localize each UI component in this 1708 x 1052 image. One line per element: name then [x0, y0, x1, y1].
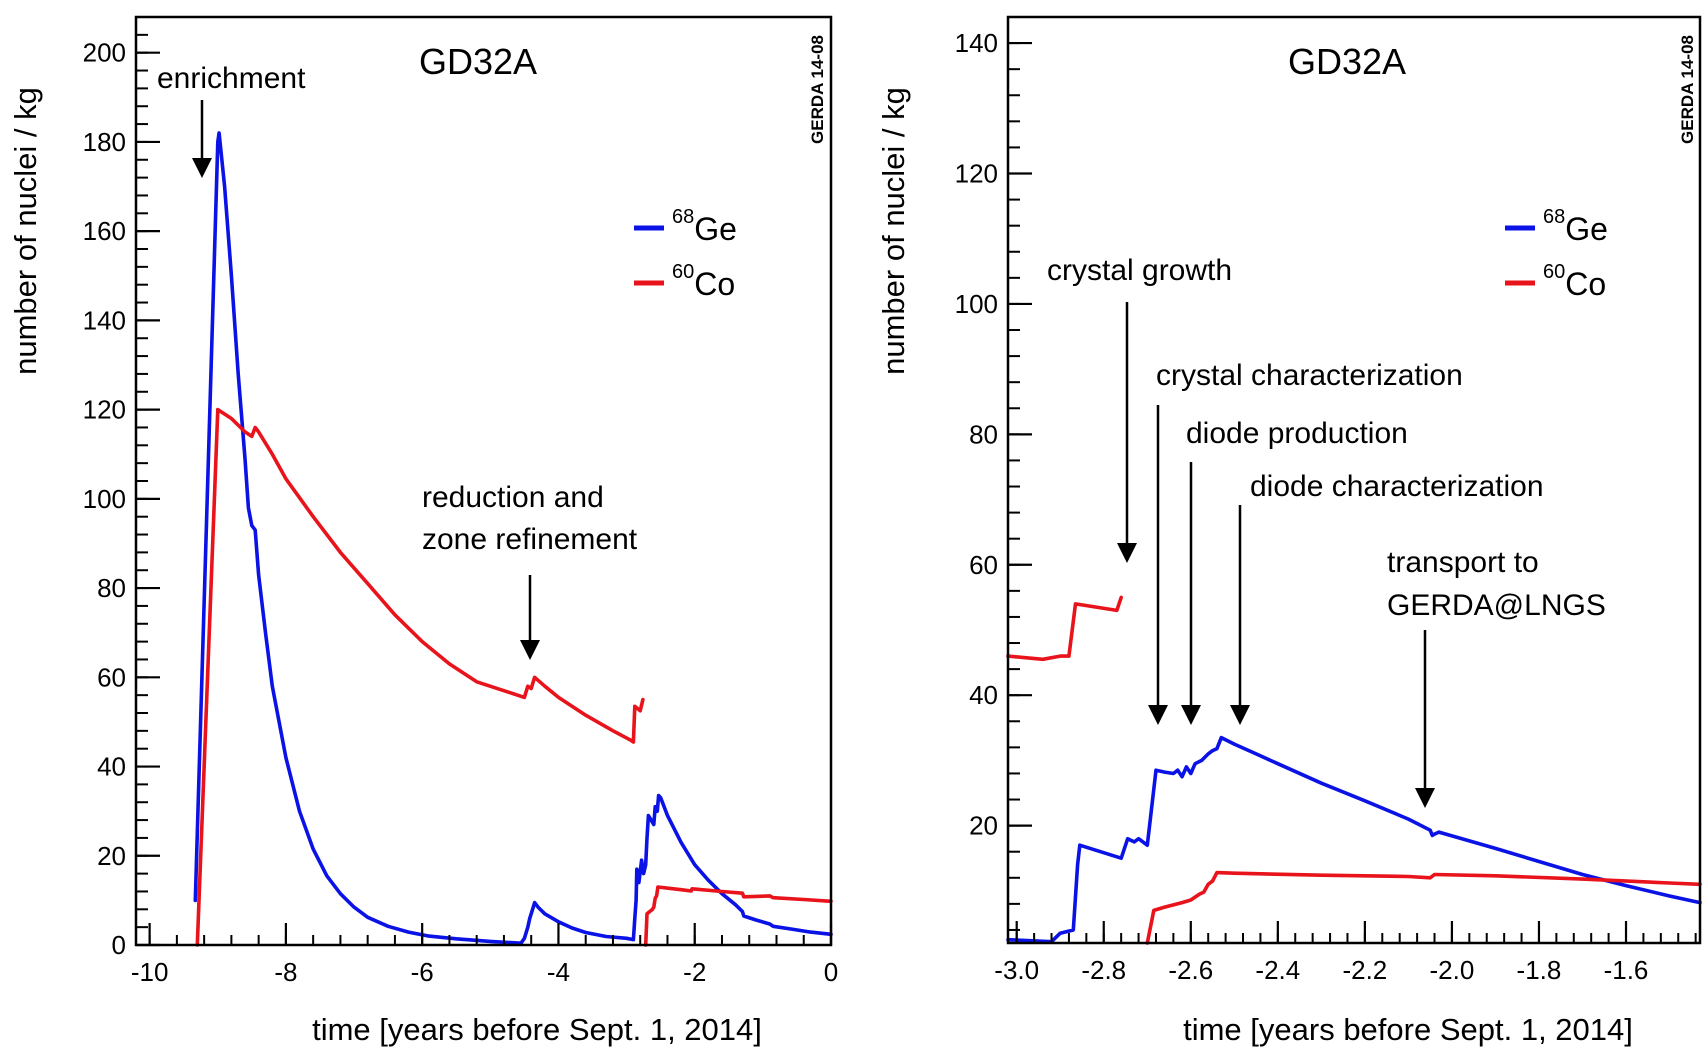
right-x-tick-label: -1.8 [1517, 955, 1562, 985]
right-y-tick-label: 20 [969, 811, 998, 841]
annotation-transport-line2: GERDA@LNGS [1387, 589, 1606, 622]
annotation-diode-production: diode production [1186, 417, 1408, 450]
left-y-tick-label: 60 [97, 662, 126, 692]
annotation-reduction-line1: reduction and [422, 481, 604, 514]
left-y-tick-label: 0 [112, 930, 126, 960]
right-y-tick-label: 120 [955, 159, 998, 189]
left-y-tick-label: 20 [97, 841, 126, 871]
right-x-tick-label: -2.8 [1081, 955, 1126, 985]
right-x-tick-label: -3.0 [994, 955, 1039, 985]
right-y-axis-label: number of nuclei / kg [876, 87, 911, 375]
annotation-transport-line1: transport to [1387, 546, 1539, 579]
right-x-axis-label: time [years before Sept. 1, 2014] [1183, 1012, 1633, 1047]
arrow-reduction [520, 575, 540, 660]
right-series-co60-line [1006, 595, 1702, 945]
right-y-tick-label: 60 [969, 550, 998, 580]
left-y-tick-label: 160 [83, 216, 126, 246]
left-y-axis-label: number of nuclei / kg [8, 87, 43, 375]
left-gerda-stamp: GERDA 14-08 [808, 35, 827, 144]
left-series-layer [193, 131, 833, 947]
right-y-tick-label: 40 [969, 680, 998, 710]
arrow-crystal-characterization [1148, 405, 1168, 725]
arrow-diode-production [1181, 462, 1201, 725]
left-series-ge68-line [193, 131, 833, 945]
arrow-enrichment [192, 100, 212, 178]
left-x-tick-label: 0 [824, 957, 838, 987]
right-chart-panel: -3.0 -2.8 -2.6 -2.4 -2.2 -2.0 -1.8 -1.6 20 40 60 80… [876, 15, 1702, 1047]
annotation-reduction-line2: zone refinement [422, 523, 638, 556]
arrow-transport [1415, 630, 1435, 808]
left-y-tick-label: 140 [83, 305, 126, 335]
right-series-layer [1006, 595, 1702, 945]
left-y-tick-label: 120 [83, 395, 126, 425]
right-x-tick-label: -2.4 [1255, 955, 1300, 985]
annotation-crystal-growth: crystal growth [1047, 254, 1232, 287]
right-x-tick-label: -1.6 [1604, 955, 1649, 985]
right-series-ge68-line [1006, 735, 1702, 944]
right-plot-frame [1006, 15, 1702, 945]
left-x-tick-label: -10 [131, 957, 169, 987]
arrow-crystal-growth [1117, 302, 1137, 563]
left-series-co60-line [195, 407, 833, 947]
right-x-tick-label: -2.2 [1342, 955, 1387, 985]
arrow-diode-characterization [1230, 505, 1250, 725]
annotation-crystal-characterization: crystal characterization [1156, 359, 1463, 392]
left-y-tick-label: 180 [83, 127, 126, 157]
right-chart-title: GD32A [1288, 41, 1406, 82]
right-x-tick-label: -2.6 [1168, 955, 1213, 985]
left-x-tick-label: -2 [683, 957, 706, 987]
left-x-tick-label: -8 [274, 957, 297, 987]
right-gerda-stamp: GERDA 14-08 [1678, 35, 1697, 144]
right-legend-ge-label: 68Ge [1543, 206, 1608, 247]
left-legend-ge-label: 68Ge [672, 206, 737, 247]
right-y-tick-label: 80 [969, 419, 998, 449]
left-chart-panel: -10 -8 -6 -4 -2 0020406080100120140160180200 … [8, 15, 838, 1047]
left-y-tick-label: 80 [97, 573, 126, 603]
left-y-tick-label: 200 [83, 38, 126, 68]
annotation-enrichment: enrichment [157, 62, 306, 95]
right-x-tick-label: -2.0 [1430, 955, 1475, 985]
right-legend-co-label: 60Co [1543, 261, 1606, 302]
left-chart-title: GD32A [419, 41, 537, 82]
right-y-tick-label: 100 [955, 289, 998, 319]
right-axis-ticks: -3.0 -2.8 -2.6 -2.4 -2.2 -2.0 -1.8 -1.6 20 40 60 80… [955, 16, 1697, 985]
left-x-tick-label: -4 [547, 957, 570, 987]
left-y-tick-label: 100 [83, 484, 126, 514]
left-x-tick-label: -6 [411, 957, 434, 987]
annotation-diode-characterization: diode characterization [1250, 470, 1544, 503]
right-y-tick-label: 140 [955, 28, 998, 58]
left-x-axis-label: time [years before Sept. 1, 2014] [312, 1012, 762, 1047]
left-legend-co-label: 60Co [672, 261, 735, 302]
left-axis-ticks: -10 -8 -6 -4 -2 0 0 20 40 60 80 100 120 140 160 180 200 [83, 16, 838, 987]
left-y-tick-label: 40 [97, 752, 126, 782]
